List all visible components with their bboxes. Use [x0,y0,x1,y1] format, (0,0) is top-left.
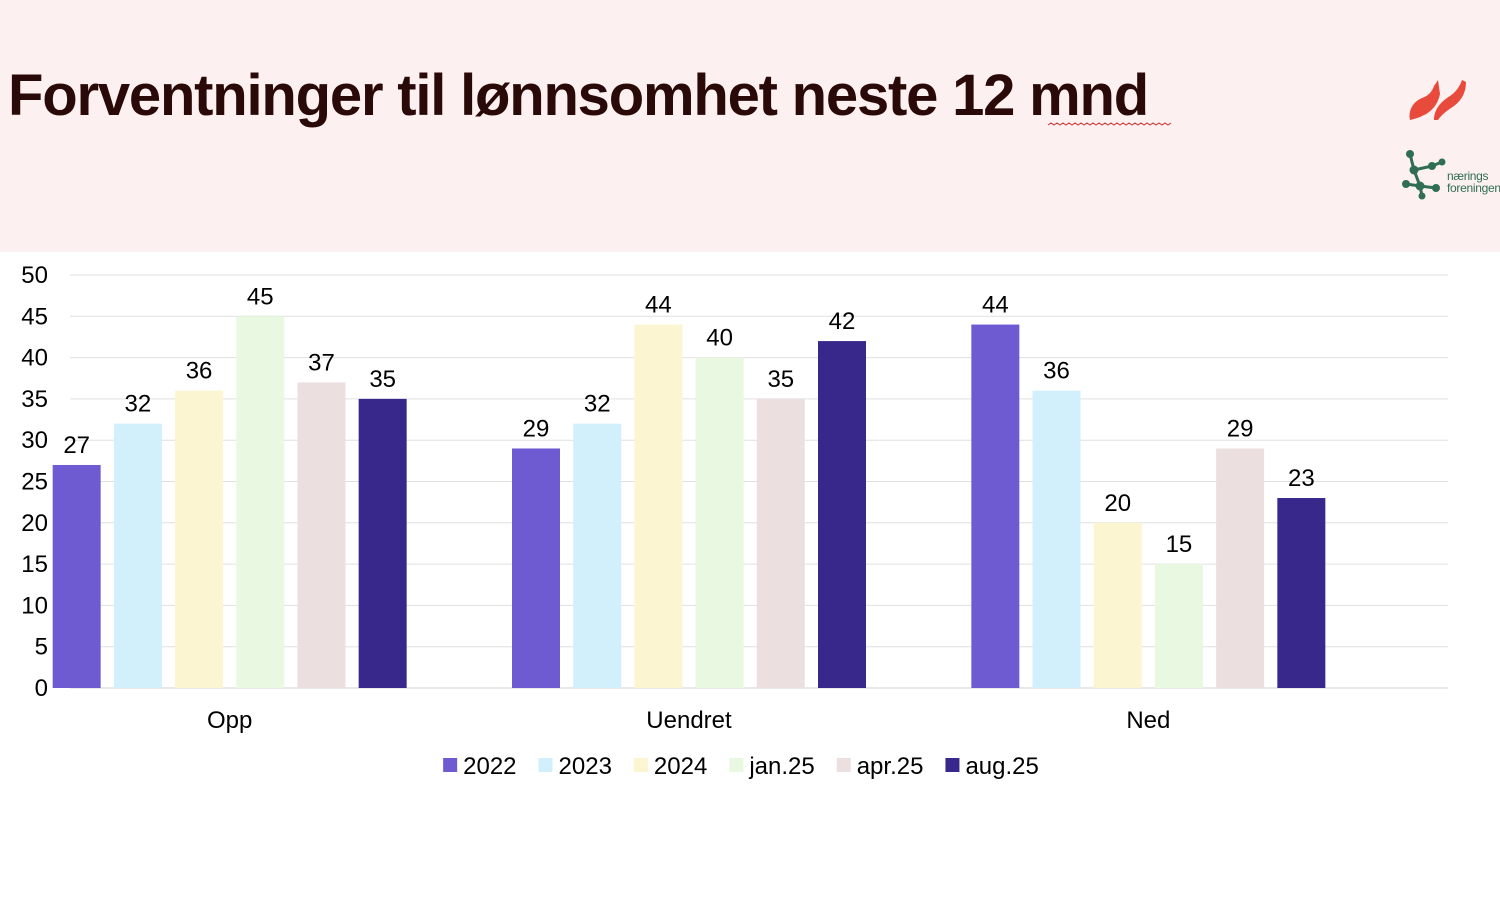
bar-aug-25-uendret [818,341,866,688]
bar-2023-ned [1032,390,1081,688]
data-label: 42 [829,308,856,335]
data-label: 35 [369,366,396,393]
bar-aug-25-ned [1277,498,1326,688]
association-logo-text: nærings foreningen [1447,170,1500,194]
y-tick-label: 45 [21,303,48,330]
bar-2024-uendret [634,324,683,688]
bar-chart: 0 5 10 15 20 25 30 35 40 45 50 27 32 36 45 37 35 Opp 29 32 4… [21,262,1448,780]
y-tick-label: 15 [21,551,48,578]
bar-apr-25-ned [1216,448,1265,688]
y-tick-label: 0 [35,675,48,702]
association-logo-line1: nærings [1447,169,1489,183]
legend-swatch-2022 [443,758,458,772]
data-label: 36 [1043,358,1070,385]
legend-swatch-2024 [633,758,648,772]
bar-2023-uendret [573,423,622,688]
legend-swatch-apr-25 [836,758,851,772]
data-label: 29 [523,415,550,442]
bar-jan-25-opp [236,316,285,688]
data-label: 45 [247,283,274,310]
legend-label: apr.25 [857,753,924,780]
bar-2022-ned [971,324,1020,688]
bar-2024-ned [1093,522,1142,688]
data-label: 44 [982,292,1009,319]
data-label: 15 [1166,531,1193,558]
x-category-label: Uendret [646,707,732,734]
data-label: 32 [125,391,152,418]
bar-2023-opp [113,423,162,688]
bar-2022-opp [52,464,101,688]
data-label: 20 [1104,490,1131,517]
spellcheck-underline [1048,122,1172,126]
x-category-label: Opp [207,707,252,734]
legend-label: 2024 [654,753,707,780]
bar-aug-25-opp [358,398,407,688]
slide-title: Forventninger til lønnsomhet neste 12 mn… [8,63,1149,128]
data-label: 37 [308,349,335,376]
association-logo-icon [1402,150,1446,200]
data-label: 35 [767,366,794,393]
y-tick-label: 50 [21,262,48,289]
association-logo-line2: foreningen [1447,181,1500,195]
y-tick-label: 35 [21,386,48,413]
data-label: 29 [1227,415,1254,442]
legend-swatch-2023 [538,758,553,772]
bar-jan-25-uendret [695,357,744,688]
x-category-label: Ned [1126,707,1170,734]
legend-label: jan.25 [748,753,814,780]
y-tick-label: 25 [21,469,48,496]
data-label: 32 [584,391,611,418]
legend-label: 2023 [559,753,612,780]
legend-label: aug.25 [965,753,1038,780]
legend-label: 2022 [463,753,516,780]
bar-2022-uendret [512,448,560,688]
y-tick-label: 20 [21,510,48,537]
data-label: 36 [186,358,213,385]
bar-apr-25-opp [297,382,346,688]
legend-swatch-jan-25 [729,758,744,772]
brand-logo-icon [1409,80,1466,120]
bar-jan-25-ned [1154,564,1203,688]
y-tick-label: 40 [21,345,48,372]
data-label: 27 [63,432,90,459]
y-tick-label: 5 [35,634,48,661]
data-label: 23 [1288,465,1315,492]
bar-2024-opp [175,390,224,688]
data-label: 40 [706,325,733,352]
y-tick-label: 30 [21,427,48,454]
legend-swatch-aug-25 [945,758,960,772]
data-label: 44 [645,292,672,319]
y-tick-label: 10 [21,592,48,619]
header-band [0,0,1500,252]
bar-apr-25-uendret [756,398,805,688]
